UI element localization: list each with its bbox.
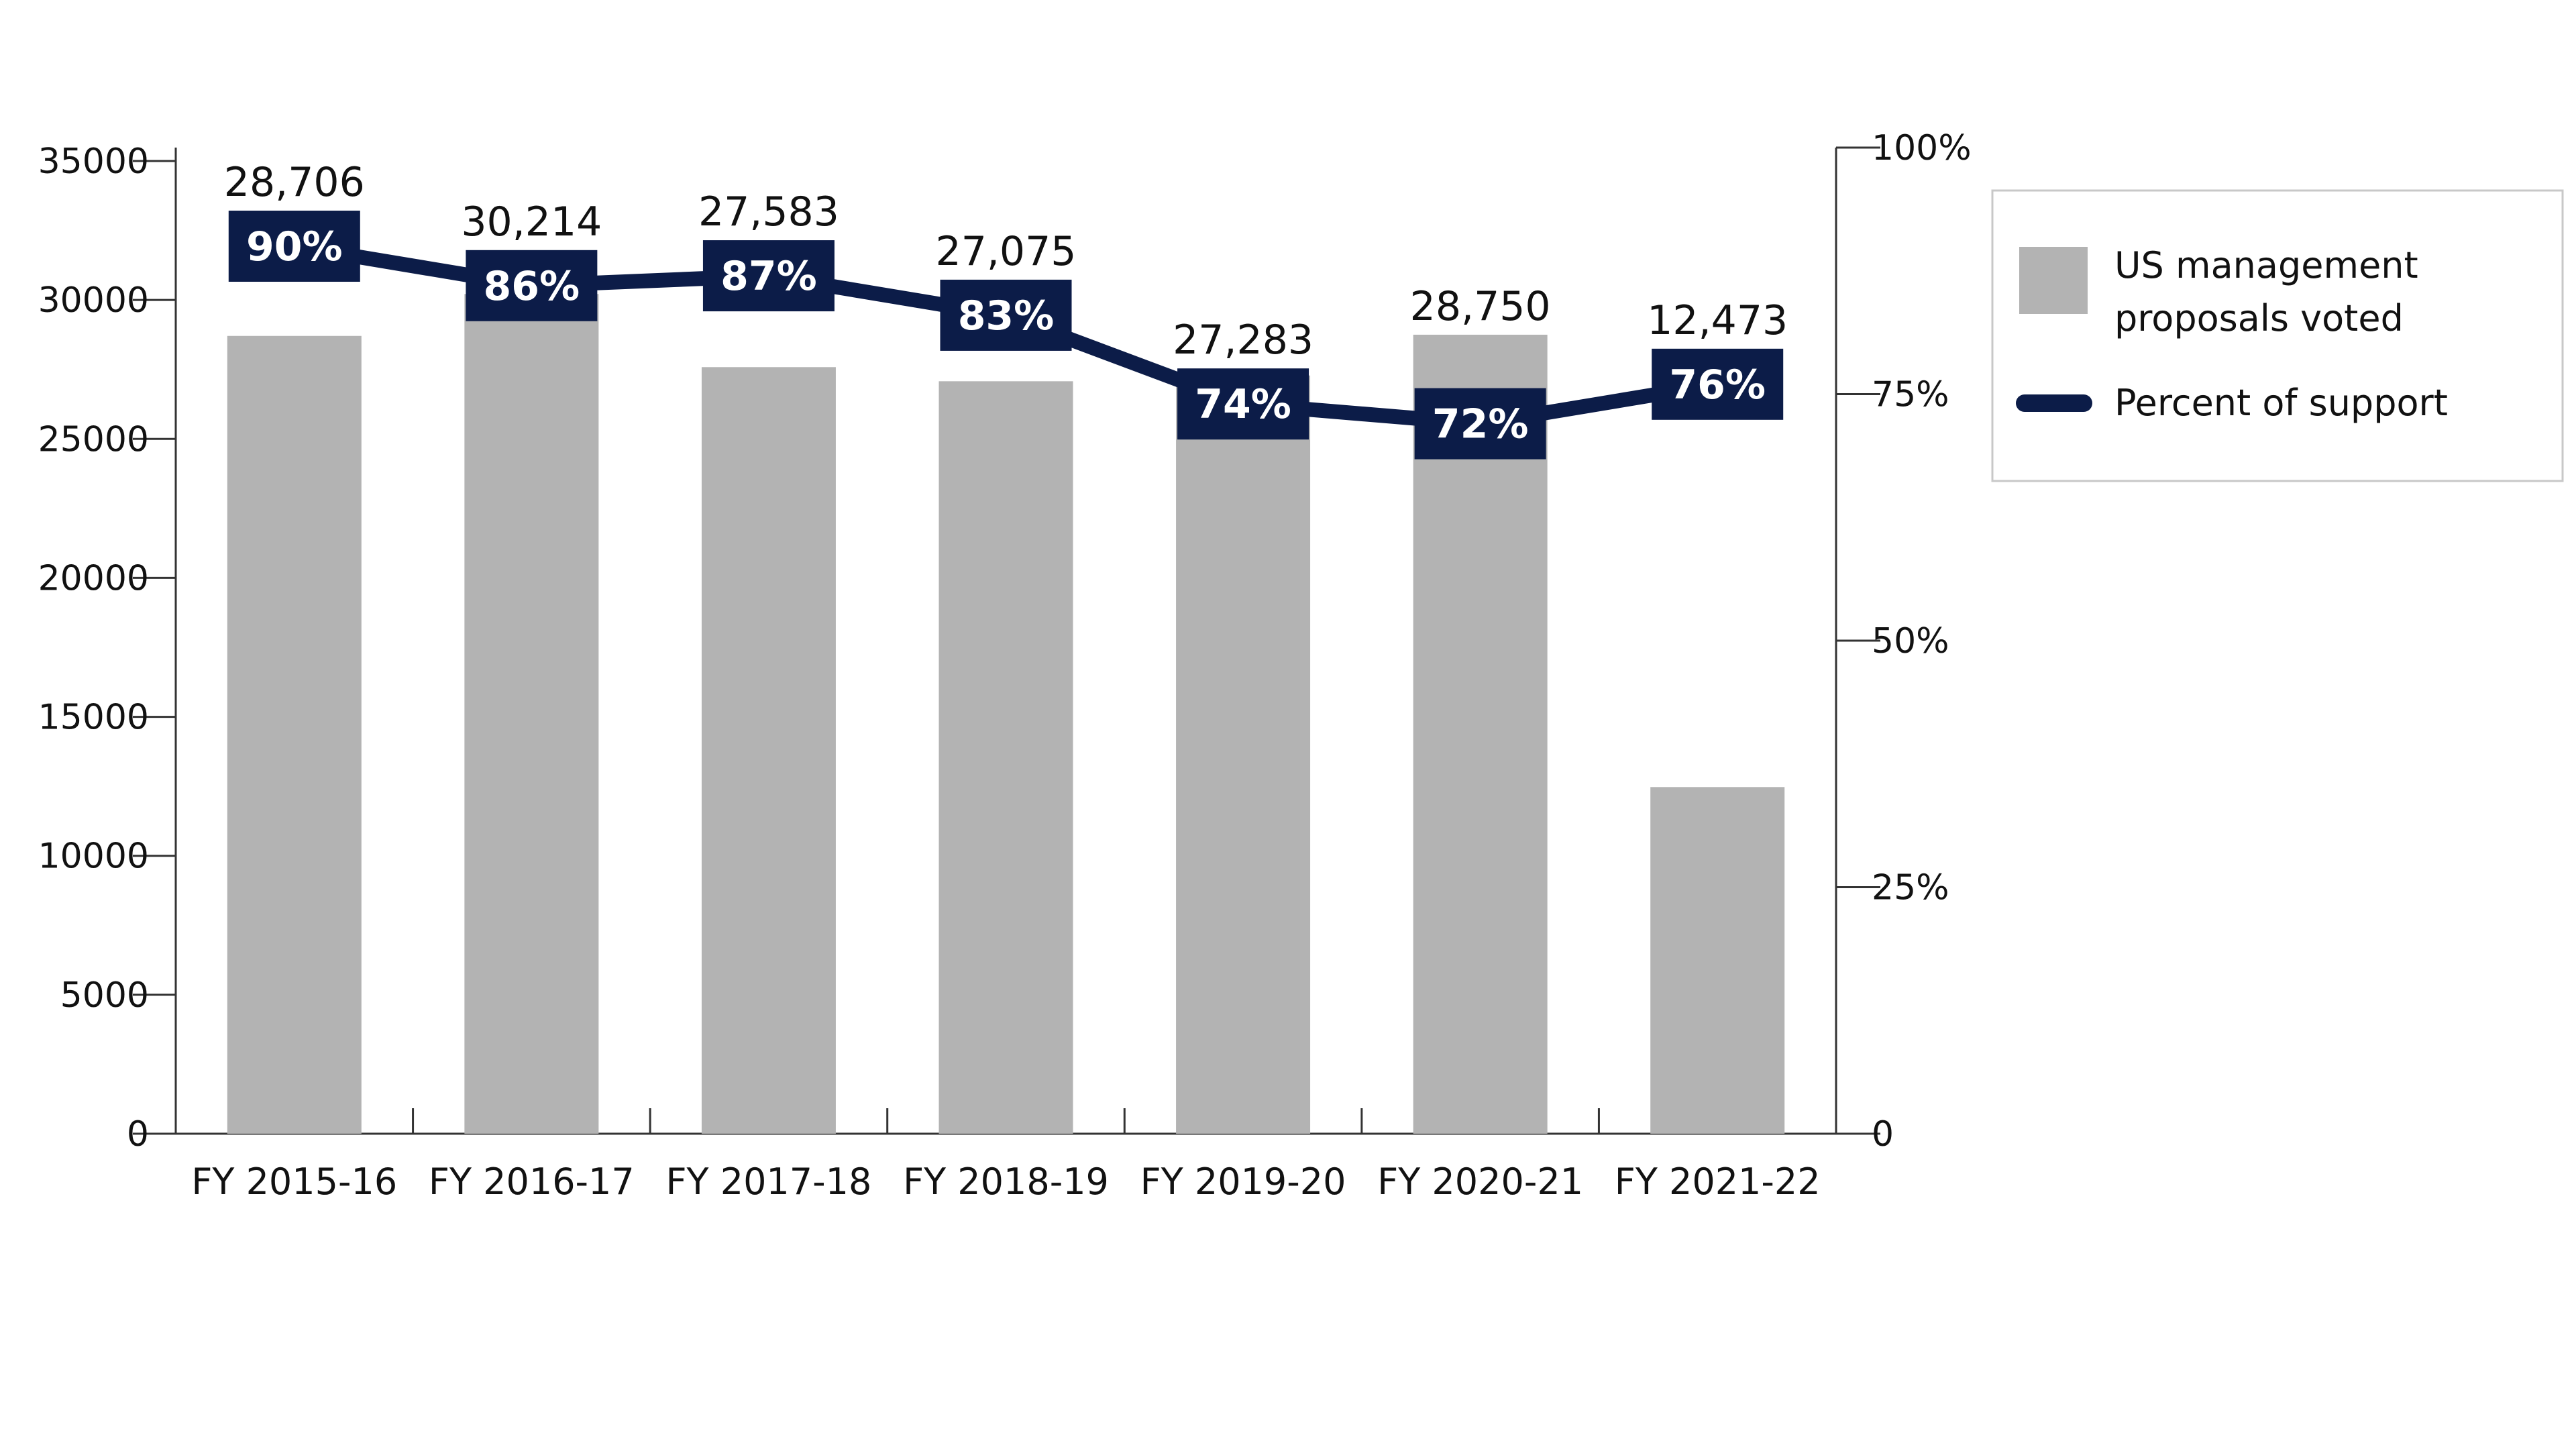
percent-marker	[1414, 388, 1546, 460]
bar-value-label: 27,583	[698, 189, 839, 235]
axes: 0 5000 10000 15000 20000 25000 30000 35000 0 25% 5…	[38, 128, 1972, 1203]
x-tick-label: FY 2017-18	[666, 1161, 872, 1203]
right-tick-label: 50%	[1872, 621, 1949, 661]
legend-box	[1991, 189, 2564, 482]
left-tick-label: 0	[127, 1114, 149, 1155]
right-tick-label: 100%	[1872, 128, 1972, 168]
left-tick-label: 5000	[60, 975, 149, 1016]
bar	[227, 335, 362, 1134]
legend-bar-label-line1: US management	[2114, 244, 2418, 286]
percent-marker	[1177, 368, 1309, 440]
data-labels: 28,706 30,214 27,583 27,075 27,283 28,750 12,4…	[224, 159, 1788, 460]
bar-value-label: 30,214	[461, 199, 602, 246]
left-tick-label: 20000	[38, 558, 149, 598]
bar	[938, 381, 1073, 1134]
percent-label: 72%	[1432, 401, 1529, 448]
bar-value-label: 28,750	[1410, 283, 1551, 330]
right-tick-label: 0	[1872, 1114, 1894, 1155]
percent-marker	[466, 250, 598, 321]
right-tick-label: 25%	[1872, 868, 1949, 908]
percent-label: 86%	[484, 263, 580, 310]
legend-line-label: Percent of support	[2114, 382, 2448, 424]
percent-marker	[228, 211, 360, 282]
x-tick-label: FY 2019-20	[1140, 1161, 1346, 1203]
right-tick-label: 75%	[1872, 375, 1949, 415]
x-tick-label: FY 2021-22	[1615, 1161, 1821, 1203]
percent-label: 74%	[1195, 381, 1291, 428]
legend-bar-label-line2: proposals voted	[2114, 297, 2404, 339]
percent-label: 83%	[958, 292, 1055, 339]
percent-label: 76%	[1669, 362, 1766, 409]
x-tick-label: FY 2016-17	[429, 1161, 635, 1203]
legend: US management proposals voted Percent of…	[1991, 189, 2564, 482]
left-tick-label: 35000	[38, 142, 149, 182]
percent-marker	[702, 240, 835, 312]
bar-value-label: 27,283	[1173, 317, 1313, 364]
legend-bar-swatch	[2019, 247, 2088, 314]
bar	[1176, 375, 1311, 1134]
percent-marker	[1652, 348, 1784, 420]
percent-label: 87%	[720, 253, 817, 300]
left-tick-label: 10000	[38, 837, 149, 877]
bar	[701, 367, 836, 1134]
bar-value-label: 12,473	[1647, 297, 1788, 344]
bars	[227, 294, 1785, 1134]
bar	[464, 294, 599, 1134]
left-tick-label: 15000	[38, 698, 149, 738]
left-tick-label: 30000	[38, 280, 149, 321]
x-tick-label: FY 2020-21	[1377, 1161, 1583, 1203]
bar	[1413, 334, 1548, 1134]
bar	[1650, 787, 1785, 1134]
bar-value-label: 28,706	[224, 159, 365, 206]
x-tick-label: FY 2018-19	[903, 1161, 1109, 1203]
percent-label: 90%	[246, 223, 343, 270]
x-tick-label: FY 2015-16	[191, 1161, 397, 1203]
percent-marker	[940, 279, 1072, 351]
bar-value-label: 27,075	[936, 228, 1077, 275]
left-tick-label: 25000	[38, 419, 149, 460]
